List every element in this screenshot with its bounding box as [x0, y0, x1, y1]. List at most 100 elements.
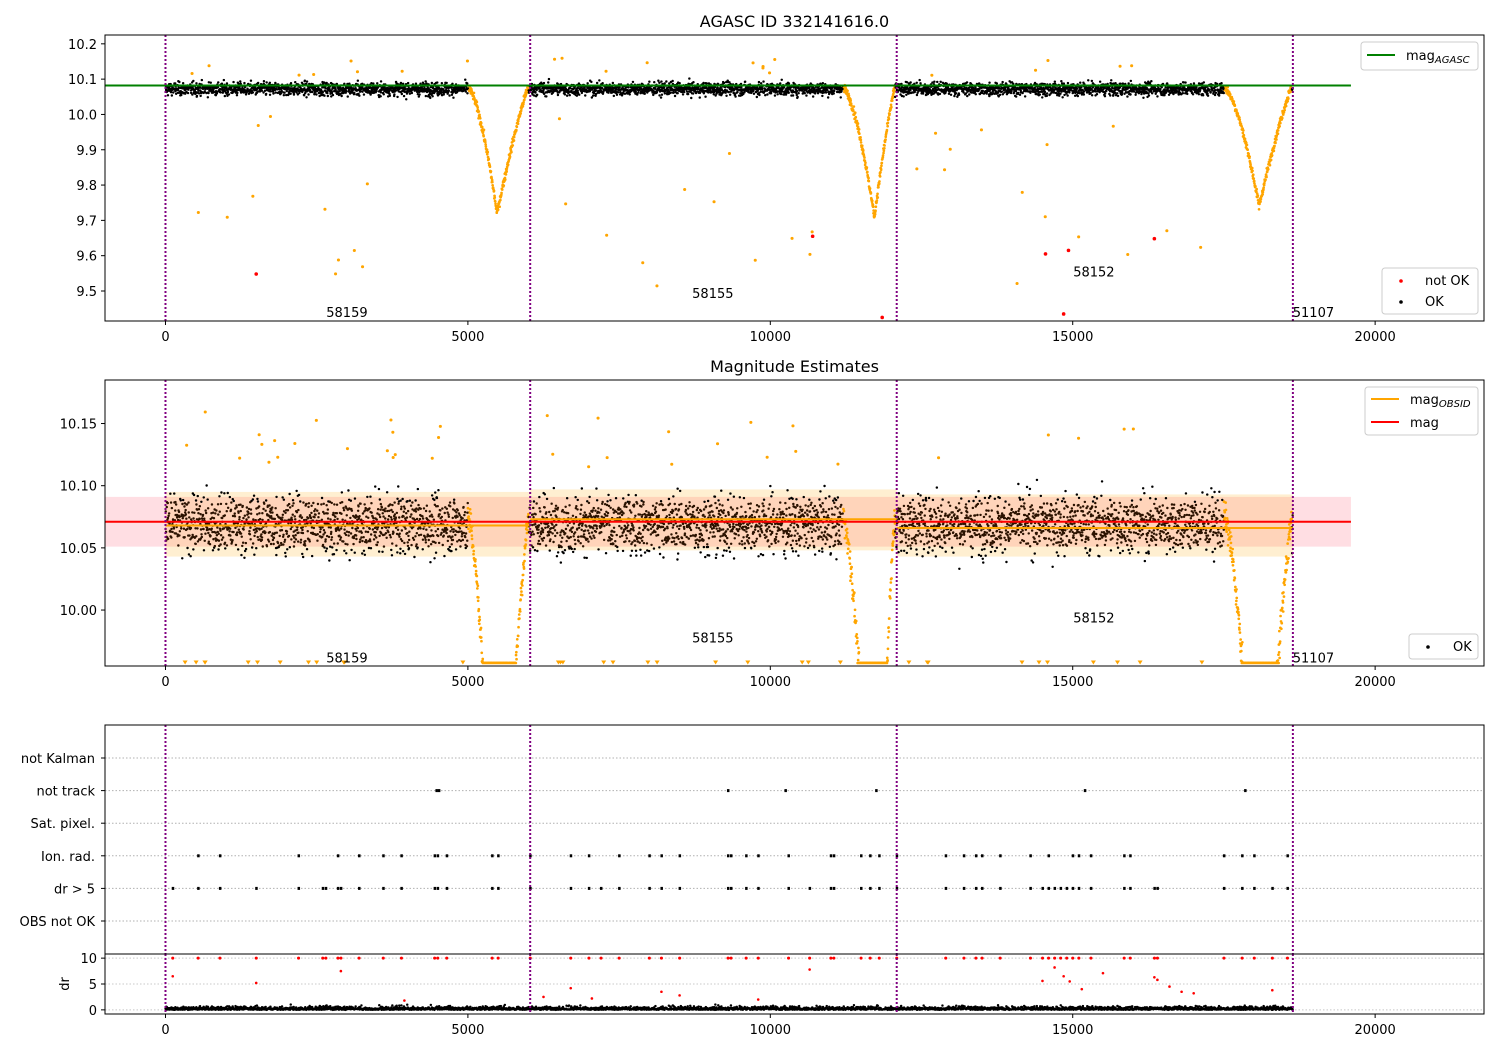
flag-event [829, 854, 833, 858]
flag-event [745, 854, 748, 858]
flag-event [433, 886, 437, 890]
flag-event [1153, 886, 1156, 890]
flag-event [1123, 854, 1126, 858]
flag-event [745, 886, 748, 890]
flag-event [1059, 886, 1063, 890]
x-tick-label: 10000 [750, 1023, 791, 1038]
y-tick-label: 10.10 [60, 480, 97, 495]
flag-event [648, 886, 651, 890]
dr-outlier-point [1080, 987, 1084, 991]
flag-event [1071, 854, 1075, 858]
flag-event [829, 886, 833, 890]
agasc-plot-area: 58159 58155 58152 51107 [105, 35, 1351, 321]
flag-event [980, 854, 984, 858]
agasc-panel: AGASC ID 332141616.0 58159 58155 58152 5110… [68, 12, 1485, 345]
x-tick-label: 20000 [1354, 1023, 1395, 1038]
flag-event [171, 886, 175, 890]
flag-event [218, 886, 222, 890]
flag-event [787, 854, 790, 858]
dr-outlier-point [403, 999, 406, 1002]
flag-event [358, 854, 361, 858]
obsid-label: 58155 [692, 287, 733, 302]
flag-event [433, 854, 437, 858]
legend-box [1381, 267, 1479, 315]
x-tick-label: 15000 [1052, 675, 1093, 690]
flag-event [358, 886, 361, 890]
dr-outlier-point [1180, 990, 1183, 994]
dr-outlier-point [1053, 966, 1056, 969]
flag-row-label: dr > 5 [54, 882, 95, 897]
flag-event [569, 854, 573, 858]
dr-panel: 0 5 10 0 5000 10000 15000 20000 dr [58, 952, 1485, 1038]
flags-panel: not Kalman not track Sat. pixel. Ion. rad. d… [20, 724, 1485, 955]
not-ok-point [1061, 312, 1066, 316]
y-tick-label: 0 [89, 1004, 97, 1019]
flag-event [895, 886, 899, 890]
y-tick-label: 9.9 [76, 144, 97, 159]
dr-outlier-point [590, 997, 594, 1000]
legend-ok-label: OK [1453, 640, 1472, 655]
scattered-outliers [185, 410, 1135, 469]
flag-event [1123, 886, 1126, 890]
flag-event [1241, 886, 1244, 890]
flag-event [678, 886, 682, 890]
agasc-legend-top: magAGASC [1360, 41, 1479, 71]
flag-event [1129, 854, 1132, 858]
flag-event [999, 854, 1002, 858]
x-tick-label: 0 [161, 1023, 169, 1038]
flag-event [974, 886, 978, 890]
legend-ok-label: OK [1425, 295, 1444, 310]
y-tick-label: 10.2 [68, 38, 97, 53]
y-tick-label: 10.0 [68, 108, 97, 123]
x-tick-label: 5000 [451, 330, 484, 345]
flag-event [400, 854, 403, 858]
flag-event [808, 886, 812, 890]
flag-event [878, 886, 881, 890]
flag-event [1041, 886, 1044, 890]
dr-outlier-point [756, 998, 760, 1001]
y-tick-label: 5 [89, 978, 97, 993]
flag-event [1053, 886, 1057, 890]
flag-event [1047, 854, 1051, 858]
dr-outlier-point [1153, 975, 1156, 979]
ok-points [169, 478, 1294, 570]
dr-outlier-point [660, 990, 663, 994]
flag-event [660, 886, 663, 890]
flag-event [339, 886, 343, 890]
flag-event [497, 854, 500, 858]
dr-outlier-point [1271, 988, 1274, 992]
flag-event [1286, 854, 1289, 858]
dr-axis-label: dr [58, 977, 73, 991]
flag-event [1083, 789, 1087, 793]
estimates-panel-title: Magnitude Estimates [710, 357, 879, 376]
x-tick-label: 5000 [451, 1023, 484, 1038]
flag-event [726, 789, 730, 793]
estimates-plot-frame [104, 379, 1485, 667]
flag-event [832, 854, 836, 858]
flag-row-label: not track [36, 785, 95, 800]
dr-outlier-point [1068, 980, 1071, 983]
flag-event [1244, 789, 1247, 793]
flag-event [944, 854, 948, 858]
y-tick-label: 9.5 [76, 285, 97, 300]
flags-axes: not Kalman not track Sat. pixel. Ion. rad. d… [20, 752, 105, 930]
y-tick-label: 10.00 [60, 604, 97, 619]
x-tick-label: 0 [161, 675, 169, 690]
agasc-axes: 0 5000 10000 15000 20000 9.5 9.6 9.7 9.8 9.9 10.0 1… [68, 38, 1396, 345]
y-tick-label: 9.7 [76, 214, 97, 229]
flag-event [400, 886, 403, 890]
flag-event [1065, 886, 1069, 890]
flag-event [1156, 886, 1159, 890]
dr-outlier-point [569, 986, 573, 990]
flag-event [660, 854, 663, 858]
dr-axes: 0 5 10 0 5000 10000 15000 20000 [80, 952, 1395, 1038]
flag-event [757, 854, 760, 858]
dr-points [164, 1003, 1294, 1012]
not-ok-point [880, 315, 884, 320]
flag-event [787, 886, 790, 890]
flag-event [648, 854, 651, 858]
dr-outlier-point [1156, 978, 1159, 982]
not-ok-point [1066, 248, 1071, 253]
flag-row-label: OBS not OK [20, 915, 96, 930]
x-tick-label: 10000 [750, 675, 791, 690]
